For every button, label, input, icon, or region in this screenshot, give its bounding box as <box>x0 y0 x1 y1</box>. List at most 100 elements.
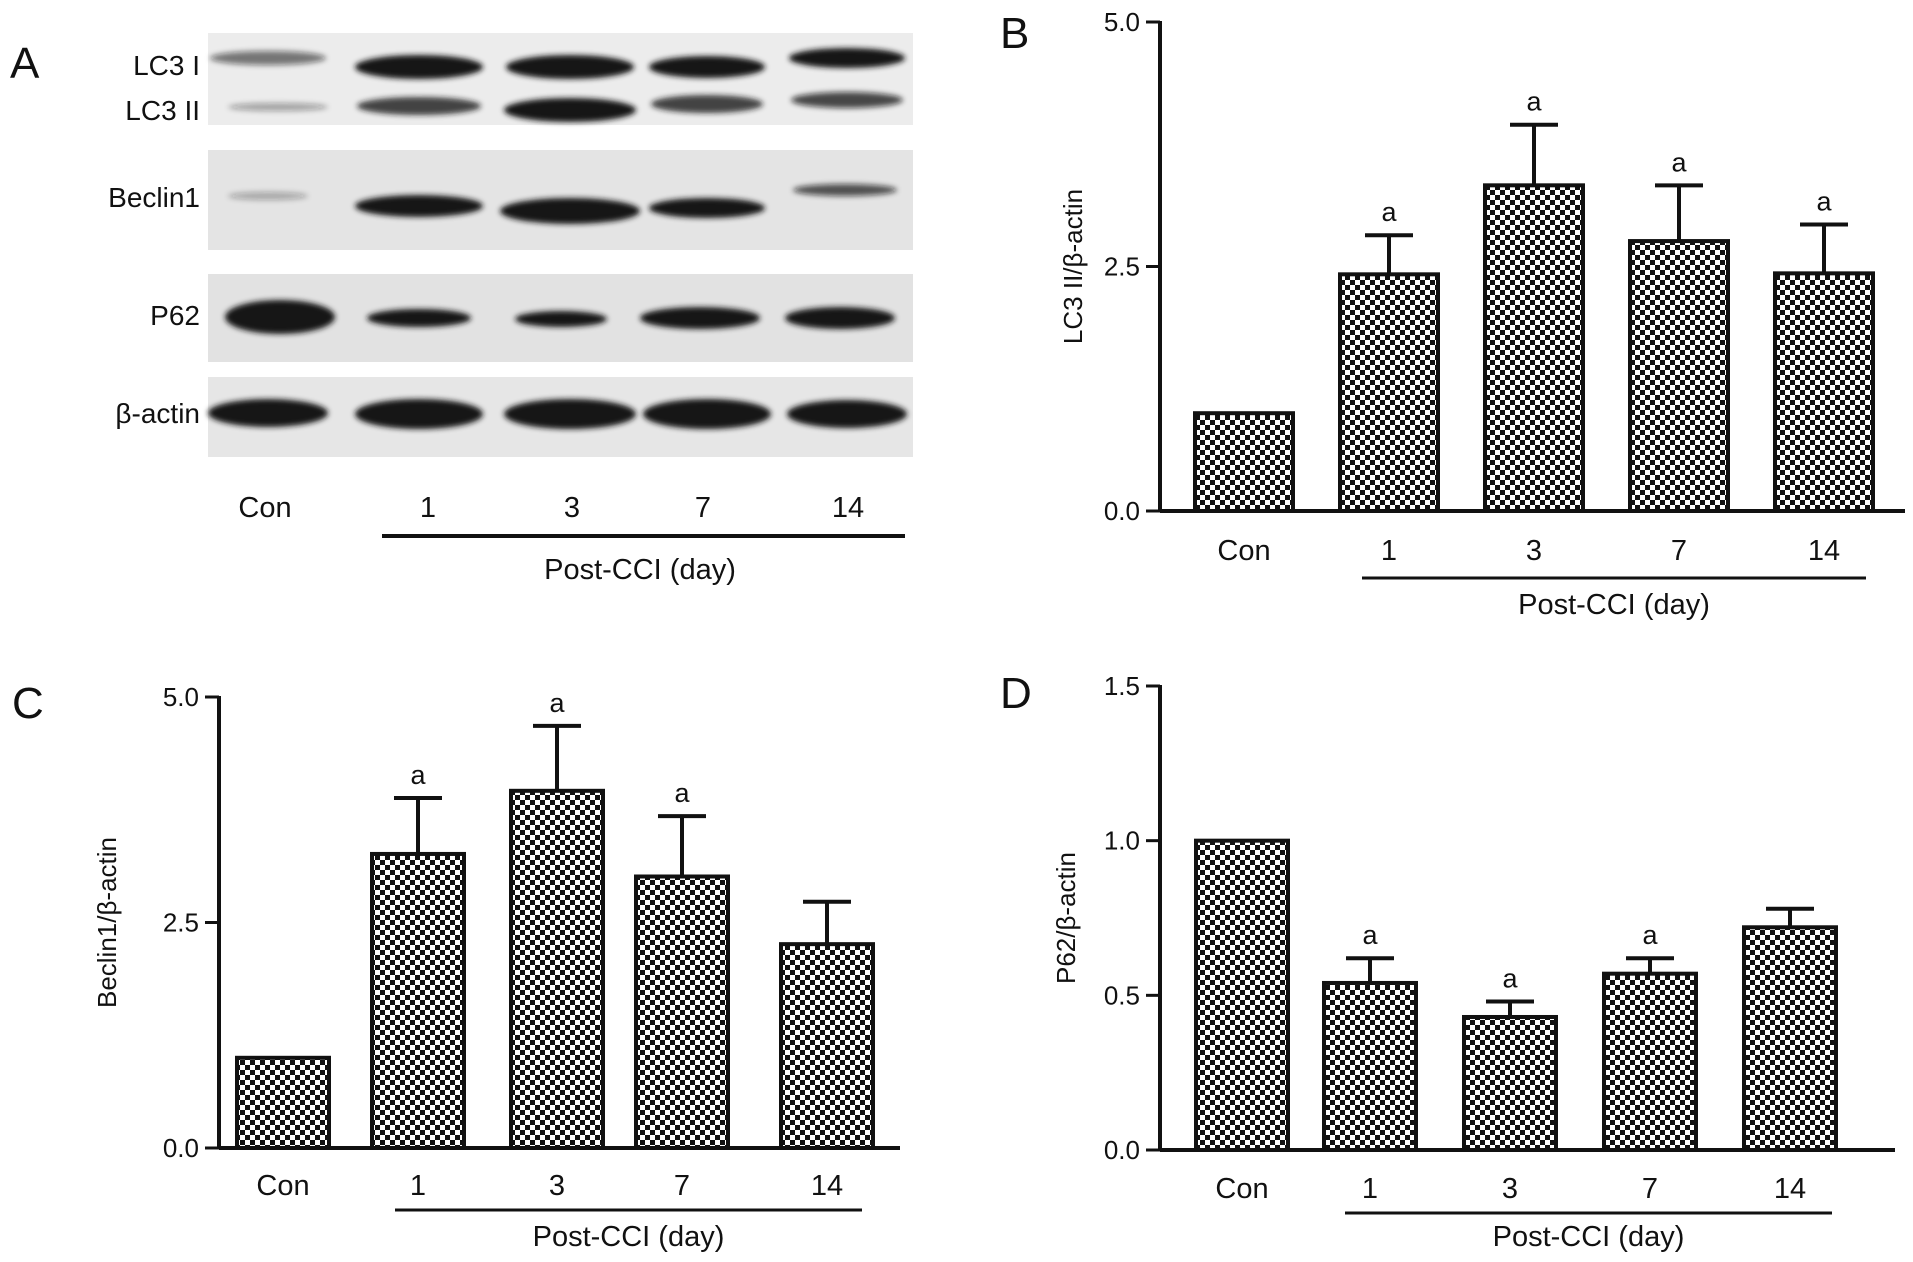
panel-d-category-label: 7 <box>1642 1173 1658 1205</box>
lane-label-day14: 14 <box>832 492 864 524</box>
band-p62-day1 <box>367 309 471 327</box>
panel-b-significance-1: a <box>1381 197 1397 227</box>
panel-d-bar-3 <box>1462 1014 1558 1153</box>
panel-d-y-axis-title: P62/β-actin <box>1051 852 1081 984</box>
band-p62-day14 <box>785 307 895 329</box>
panel-d-category-label: Con <box>1215 1173 1268 1205</box>
panel-d-group-label: Post-CCI (day) <box>1493 1221 1685 1253</box>
panel-d-y-tick-label: 1.5 <box>1104 671 1140 701</box>
panel-d-bar-14 <box>1742 925 1838 1153</box>
panel-a-letter: A <box>10 39 40 88</box>
panel-b-bar-7 <box>1628 239 1730 514</box>
blot-label-beclin1: Beclin1 <box>108 182 200 213</box>
band-lc3-ii-day1 <box>357 97 481 115</box>
band-lc3-ii-con <box>228 103 328 111</box>
panel-b-bar-3 <box>1483 183 1585 514</box>
band-beclin1-day14 <box>793 184 897 196</box>
panel-c-y-tick-label: 5.0 <box>163 682 199 712</box>
panel-b-category-label: Con <box>1217 535 1270 567</box>
panel-d-y-tick-label: 0.0 <box>1104 1135 1140 1165</box>
band-beclin1-day3 <box>500 198 640 224</box>
band-lc3-ii-day14 <box>791 92 903 108</box>
panel-d-significance-1: a <box>1362 920 1378 950</box>
panel-c-significance-3: a <box>549 688 565 718</box>
band-beclin1-day7 <box>649 198 765 218</box>
panel-c-bar-1 <box>370 851 466 1150</box>
panel-b-letter: B <box>1000 9 1029 58</box>
panel-b-category-label: 14 <box>1808 535 1840 567</box>
panel-c-y-tick-label: 2.5 <box>163 908 199 938</box>
panel-c-bar-7 <box>634 874 730 1150</box>
band-actin-day3 <box>504 399 636 429</box>
blot-label-p62: P62 <box>150 300 200 331</box>
band-lc3-ii-day7 <box>651 95 763 113</box>
panel-b-significance-14: a <box>1816 186 1832 216</box>
panel-c-group-label: Post-CCI (day) <box>533 1221 725 1253</box>
band-actin-con <box>208 399 328 427</box>
panel-c-category-label: 3 <box>549 1170 565 1202</box>
band-lc3-i-day7 <box>649 56 765 78</box>
band-actin-day7 <box>643 399 771 429</box>
lane-label-con: Con <box>238 492 291 524</box>
panel-b-category-label: 1 <box>1381 535 1397 567</box>
panel-b-y-tick-label: 0.0 <box>1104 496 1140 526</box>
panel-c-bar-con <box>235 1055 331 1151</box>
panel-b-y-axis-title: LC3 II/β-actin <box>1058 189 1088 344</box>
lane-label-day3: 3 <box>564 492 580 524</box>
panel-b-bar-14 <box>1773 271 1875 514</box>
panel-b-significance-7: a <box>1671 147 1687 177</box>
band-lc3-i-con <box>210 51 326 65</box>
panel-d-letter: D <box>1000 669 1032 718</box>
panel-b: B 0.0 2.5 5.0 LC3 II/β-actin Con a 1 a 3 a 7 a 14 Pos… <box>1000 7 1905 621</box>
panel-d-significance-7: a <box>1642 920 1658 950</box>
band-lc3-i-day1 <box>355 55 483 79</box>
panel-b-bar-con <box>1193 411 1295 514</box>
band-lc3-ii-day3 <box>504 98 636 122</box>
panel-c-y-axis-title: Beclin1/β-actin <box>92 837 122 1008</box>
panel-d-category-label: 14 <box>1774 1173 1806 1205</box>
panel-c-category-label: Con <box>256 1170 309 1202</box>
panel-d-bar-con <box>1194 838 1290 1153</box>
panel-d-y-tick-label: 0.5 <box>1104 980 1140 1010</box>
panel-d-bar-7 <box>1602 971 1698 1152</box>
blot-label-lc3-i: LC3 I <box>133 50 200 81</box>
panel-b-bar-1 <box>1338 272 1440 513</box>
panel-c-category-label: 7 <box>674 1170 690 1202</box>
panel-d-bar-1 <box>1322 980 1418 1153</box>
panel-b-group-label: Post-CCI (day) <box>1518 589 1710 621</box>
band-lc3-i-day3 <box>506 55 634 79</box>
panel-c-significance-1: a <box>410 760 426 790</box>
panel-b-significance-3: a <box>1526 87 1542 117</box>
panel-c-significance-7: a <box>674 778 690 808</box>
blot-label-beta-actin: β-actin <box>115 398 200 429</box>
band-p62-day3 <box>515 311 607 327</box>
panel-d-category-label: 1 <box>1362 1173 1378 1205</box>
panel-a-group-label: Post-CCI (day) <box>544 554 736 586</box>
blot-label-lc3-ii: LC3 II <box>125 95 200 126</box>
band-beclin1-day1 <box>355 195 483 217</box>
band-p62-con <box>225 300 335 334</box>
panel-d-y-tick-label: 1.0 <box>1104 826 1140 856</box>
panel-b-y-tick-label: 2.5 <box>1104 252 1140 282</box>
panel-b-y-tick-label: 5.0 <box>1104 7 1140 37</box>
panel-c-bar-14 <box>779 942 875 1151</box>
panel-b-category-label: 3 <box>1526 535 1542 567</box>
band-actin-day14 <box>787 400 907 428</box>
panel-c-y-tick-label: 0.0 <box>163 1133 199 1163</box>
panel-c-bar-3 <box>509 788 605 1150</box>
panel-d: D 0.0 0.5 1.0 1.5 P62/β-actin Con a 1 a 3 a 7 14 Post… <box>1000 669 1895 1253</box>
band-beclin1-con <box>228 192 308 200</box>
panel-c-category-label: 1 <box>410 1170 426 1202</box>
band-lc3-i-day14 <box>789 48 905 68</box>
panel-b-category-label: 7 <box>1671 535 1687 567</box>
panel-d-significance-3: a <box>1502 964 1518 994</box>
lane-label-day7: 7 <box>695 492 711 524</box>
band-p62-day7 <box>640 307 760 329</box>
band-actin-day1 <box>355 399 483 429</box>
panel-c-letter: C <box>12 679 44 728</box>
panel-a: A LC3 I LC3 II Beclin1 P62 β-actin <box>10 33 913 586</box>
panel-c-category-label: 14 <box>811 1170 843 1202</box>
panel-c: C 0.0 2.5 5.0 Beclin1/β-actin Con a 1 a 3 a 7 14 Pos… <box>12 679 900 1253</box>
